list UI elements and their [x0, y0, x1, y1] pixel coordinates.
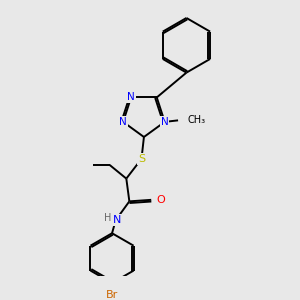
Text: Br: Br — [106, 290, 118, 300]
Text: N: N — [119, 117, 127, 127]
Text: N: N — [127, 92, 135, 102]
Text: N: N — [113, 215, 122, 225]
Text: O: O — [157, 195, 165, 205]
Text: N: N — [161, 117, 169, 127]
Text: H: H — [104, 213, 112, 223]
Text: S: S — [138, 154, 145, 164]
Text: CH₃: CH₃ — [187, 116, 205, 125]
